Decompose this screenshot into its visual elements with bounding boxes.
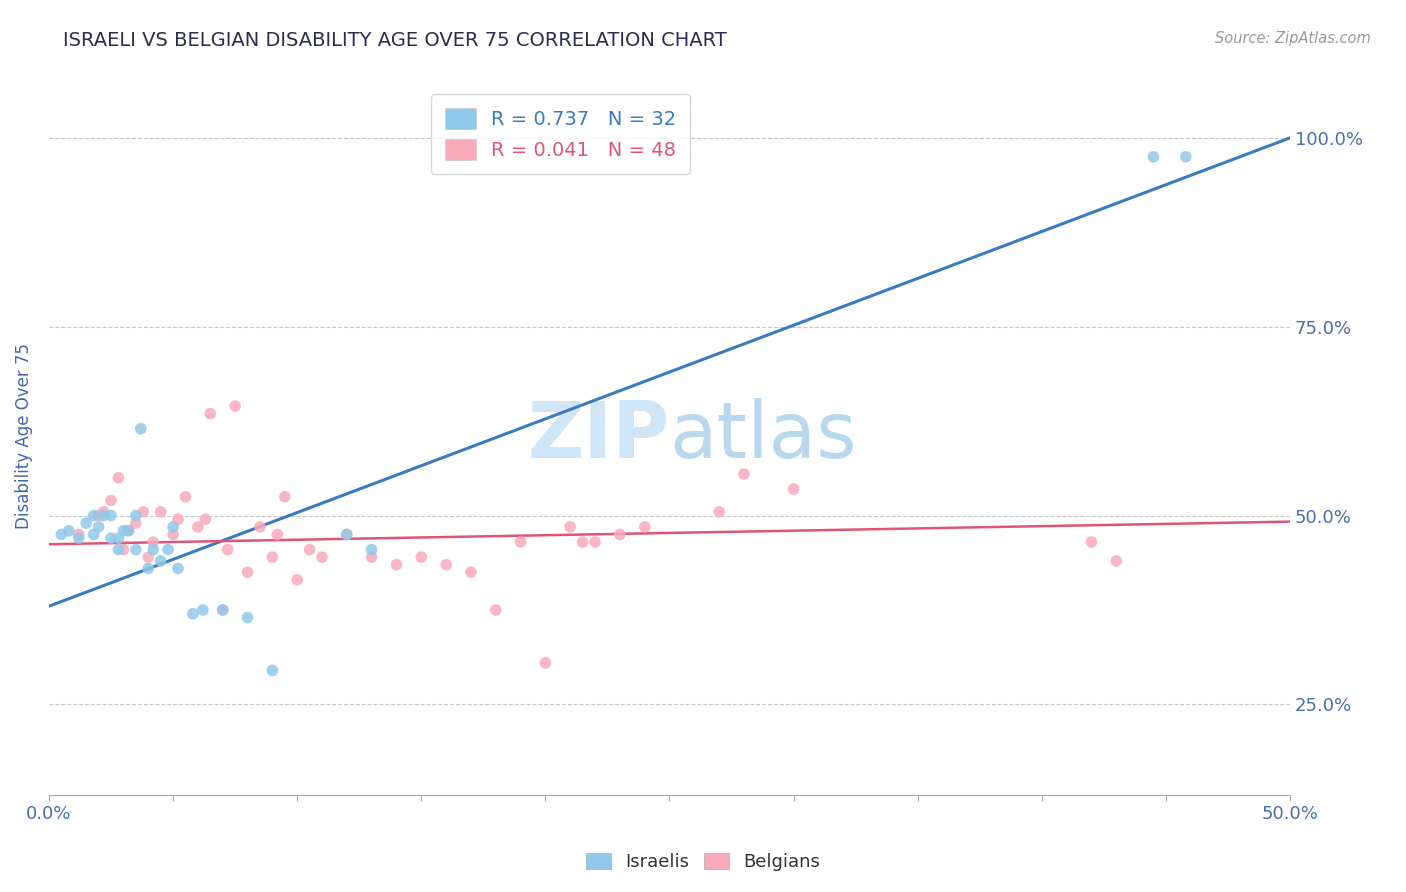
Point <box>149 505 172 519</box>
Point <box>262 664 284 678</box>
Point <box>236 566 259 580</box>
Point <box>211 603 233 617</box>
Point <box>211 603 233 617</box>
Point <box>87 520 110 534</box>
Legend: Israelis, Belgians: Israelis, Belgians <box>578 846 828 879</box>
Point <box>782 482 804 496</box>
Point <box>191 603 214 617</box>
Point <box>75 516 97 530</box>
Text: ISRAELI VS BELGIAN DISABILITY AGE OVER 75 CORRELATION CHART: ISRAELI VS BELGIAN DISABILITY AGE OVER 7… <box>63 31 727 50</box>
Point <box>385 558 408 572</box>
Point <box>733 467 755 481</box>
Point <box>187 520 209 534</box>
Point <box>194 512 217 526</box>
Point <box>112 542 135 557</box>
Point <box>58 524 80 538</box>
Point <box>51 527 73 541</box>
Point <box>83 508 105 523</box>
Point <box>262 550 284 565</box>
Point <box>67 527 90 541</box>
Point <box>167 512 190 526</box>
Point <box>117 524 139 538</box>
Point <box>266 527 288 541</box>
Point <box>174 490 197 504</box>
Point <box>107 542 129 557</box>
Point <box>107 531 129 545</box>
Point <box>136 561 159 575</box>
Point <box>460 566 482 580</box>
Point <box>93 505 115 519</box>
Point <box>100 531 122 545</box>
Point <box>157 542 180 557</box>
Point <box>224 399 246 413</box>
Point <box>100 508 122 523</box>
Point <box>411 550 433 565</box>
Point <box>162 520 184 534</box>
Point <box>485 603 508 617</box>
Point <box>125 508 148 523</box>
Point <box>571 535 593 549</box>
Point <box>609 527 631 541</box>
Point <box>100 493 122 508</box>
Point <box>236 610 259 624</box>
Text: ZIP: ZIP <box>527 398 669 475</box>
Point <box>285 573 308 587</box>
Point <box>583 535 606 549</box>
Point <box>509 535 531 549</box>
Point <box>298 542 321 557</box>
Legend: R = 0.737   N = 32, R = 0.041   N = 48: R = 0.737 N = 32, R = 0.041 N = 48 <box>432 95 690 174</box>
Text: Source: ZipAtlas.com: Source: ZipAtlas.com <box>1215 31 1371 46</box>
Point <box>112 524 135 538</box>
Point <box>125 542 148 557</box>
Point <box>167 561 190 575</box>
Point <box>93 508 115 523</box>
Point <box>87 508 110 523</box>
Text: atlas: atlas <box>669 398 858 475</box>
Point <box>132 505 155 519</box>
Point <box>1142 150 1164 164</box>
Y-axis label: Disability Age Over 75: Disability Age Over 75 <box>15 343 32 529</box>
Point <box>360 542 382 557</box>
Point <box>707 505 730 519</box>
Point <box>1174 150 1197 164</box>
Point <box>249 520 271 534</box>
Point <box>107 471 129 485</box>
Point <box>217 542 239 557</box>
Point <box>117 524 139 538</box>
Point <box>360 550 382 565</box>
Point <box>142 542 165 557</box>
Point <box>560 520 582 534</box>
Point <box>136 550 159 565</box>
Point <box>142 535 165 549</box>
Point <box>336 527 359 541</box>
Point <box>311 550 333 565</box>
Point <box>149 554 172 568</box>
Point <box>274 490 297 504</box>
Point <box>1105 554 1128 568</box>
Point <box>200 407 222 421</box>
Point <box>125 516 148 530</box>
Point <box>129 422 152 436</box>
Point <box>434 558 457 572</box>
Point <box>67 531 90 545</box>
Point <box>534 656 557 670</box>
Point <box>1080 535 1102 549</box>
Point <box>83 527 105 541</box>
Point <box>634 520 657 534</box>
Point <box>181 607 204 621</box>
Point <box>162 527 184 541</box>
Point <box>336 527 359 541</box>
